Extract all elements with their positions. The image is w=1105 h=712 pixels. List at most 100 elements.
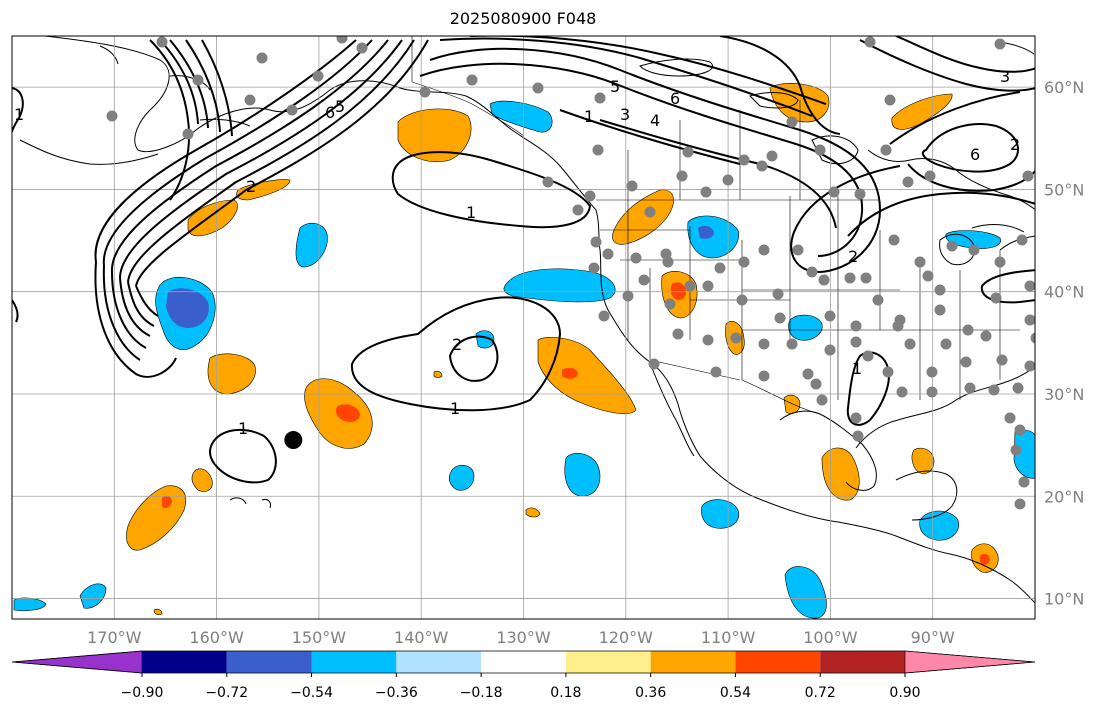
station-dot: [980, 330, 992, 342]
colorbar-label: 0.36: [635, 685, 666, 701]
anomaly-blob: [475, 330, 495, 349]
anomaly-blob: [162, 495, 172, 509]
anomaly-blob: [191, 468, 213, 492]
contour-label: 1: [584, 107, 594, 126]
storm-marker[interactable]: [284, 431, 303, 450]
station-dot: [192, 74, 204, 86]
station-dot: [934, 304, 946, 316]
latitude-tick-label: 20°N: [1044, 487, 1084, 506]
station-dot: [774, 312, 786, 324]
station-dot: [792, 244, 804, 256]
station-dot: [1016, 234, 1028, 246]
station-dot: [594, 92, 606, 104]
station-dot: [419, 86, 431, 98]
station-dot: [1010, 444, 1022, 456]
anomaly-blob: [783, 394, 801, 414]
contour-label: 1: [238, 419, 248, 438]
colorbar-segment: [311, 651, 397, 673]
anomaly-blob: [670, 282, 686, 300]
station-dot: [926, 366, 938, 378]
station-dot: [766, 150, 778, 162]
station-dot: [828, 186, 840, 198]
anomaly-blob: [295, 222, 328, 268]
colorbar-segment: [735, 651, 821, 673]
station-dot: [664, 298, 676, 310]
anomaly-blob: [166, 288, 209, 328]
longitude-tick-label: 160°W: [189, 628, 244, 647]
map-layer: 1 6 5 2 5 3 4 6 1 1 2 1 1 2 1 6 3 2: [12, 36, 1035, 619]
station-dot: [644, 206, 656, 218]
longitude-tick-label: 150°W: [292, 628, 347, 647]
colorbar-segment: [565, 651, 651, 673]
station-dot: [914, 256, 926, 268]
chart-title: 2025080900 F048: [449, 9, 597, 28]
station-dot: [722, 174, 734, 186]
longitude-tick-label: 130°W: [496, 628, 551, 647]
anomaly-blob: [448, 464, 475, 491]
station-dot: [960, 356, 972, 368]
station-dot: [182, 128, 194, 140]
anomaly-blob: [821, 447, 860, 501]
station-dot: [730, 332, 742, 344]
station-dot: [934, 284, 946, 296]
station-dot: [336, 36, 348, 44]
anomaly-blob: [207, 353, 256, 395]
anomaly-blob: [433, 370, 443, 378]
colorbar-segment: [650, 651, 736, 673]
station-dot: [994, 256, 1006, 268]
station-dot: [758, 370, 770, 382]
colorbar-label: −0.18: [460, 685, 503, 701]
anomaly-blob: [701, 499, 740, 529]
station-dot: [1014, 498, 1026, 510]
station-dot: [466, 74, 478, 86]
contour-label: 2: [1010, 135, 1020, 154]
colorbar-label: −0.36: [375, 685, 418, 701]
colorbar-label: −0.72: [205, 685, 248, 701]
contours: [12, 36, 1035, 484]
latitude-tick-label: 50°N: [1044, 180, 1084, 199]
station-dot: [588, 262, 600, 274]
station-dot: [872, 294, 884, 306]
colorbar-extend-low: [11, 650, 143, 674]
anomaly-blob: [503, 268, 616, 303]
station-dot: [1024, 280, 1035, 292]
station-dot: [602, 248, 614, 260]
station-dot: [156, 36, 168, 48]
colorbar-segment: [820, 651, 905, 673]
station-dot: [1014, 424, 1026, 436]
anomaly-blob: [187, 199, 238, 237]
latitude-labels: 60°N 50°N 40°N 30°N 20°N 10°N: [1044, 78, 1084, 608]
station-dot: [852, 430, 864, 442]
station-dot: [684, 280, 696, 292]
colorbar-label: 0.18: [550, 685, 581, 701]
station-dot: [818, 274, 830, 286]
station-dot: [682, 146, 694, 158]
station-dot: [758, 338, 770, 350]
stations: [106, 36, 1035, 510]
anomaly-blob: [562, 367, 578, 379]
station-dot: [1024, 314, 1035, 326]
anomaly-blob: [769, 83, 830, 123]
colorbar: −0.90 −0.72 −0.54 −0.36 −0.18 0.18 0.36 0.54 0.7…: [11, 650, 1036, 701]
station-dot: [994, 38, 1006, 50]
station-dot: [924, 170, 936, 182]
station-dot: [962, 324, 974, 336]
contour-label: 5: [610, 77, 620, 96]
contour-label: 2: [452, 335, 462, 354]
anomaly-blob: [153, 608, 163, 616]
anomaly-blob: [698, 225, 714, 239]
anomaly-blob: [891, 93, 953, 130]
station-dot: [592, 144, 604, 156]
station-dot: [964, 382, 976, 394]
contour-label: 6: [670, 89, 680, 108]
station-dot: [676, 170, 688, 182]
contour-label: 6: [325, 103, 335, 122]
anomaly-blob: [537, 337, 637, 415]
station-dot: [286, 104, 298, 116]
station-dot: [862, 350, 874, 362]
contour-label: 2: [246, 177, 256, 196]
colorbar-segment: [396, 651, 482, 673]
station-dot: [106, 110, 118, 122]
anomaly-blob: [335, 404, 360, 422]
longitude-labels: 170°W 160°W 150°W 140°W 130°W 120°W 110°W 100°W…: [87, 628, 955, 647]
